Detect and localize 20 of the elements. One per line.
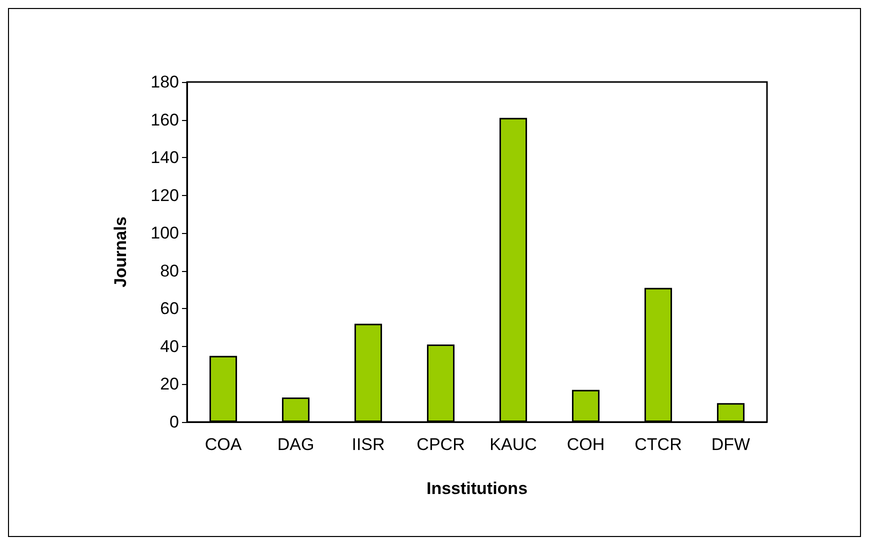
y-tick-label: 100 bbox=[150, 224, 179, 243]
y-tick-label: 0 bbox=[170, 412, 179, 432]
y-tick-label: 80 bbox=[160, 261, 179, 280]
y-tick-label: 120 bbox=[150, 186, 179, 205]
x-tick-label: IISR bbox=[352, 435, 385, 454]
y-axis-title: Journals bbox=[111, 216, 130, 288]
x-tick-label: CPCR bbox=[416, 435, 465, 454]
x-tick-label: CTCR bbox=[634, 435, 682, 454]
y-tick-label: 20 bbox=[160, 374, 179, 394]
x-tick-label: DAG bbox=[277, 435, 314, 454]
x-tick-label: COH bbox=[566, 435, 605, 454]
y-tick-label: 40 bbox=[160, 336, 179, 356]
x-tick-label: KAUC bbox=[490, 435, 537, 454]
x-tick-label: COA bbox=[204, 435, 242, 454]
x-tick-label: DFW bbox=[711, 435, 750, 454]
x-axis-title: Insstitutions bbox=[426, 479, 528, 498]
y-tick-label: 180 bbox=[150, 72, 179, 92]
y-tick-label: 140 bbox=[150, 148, 179, 168]
y-tick-label: 160 bbox=[150, 110, 179, 130]
y-tick-label: 60 bbox=[160, 299, 179, 318]
